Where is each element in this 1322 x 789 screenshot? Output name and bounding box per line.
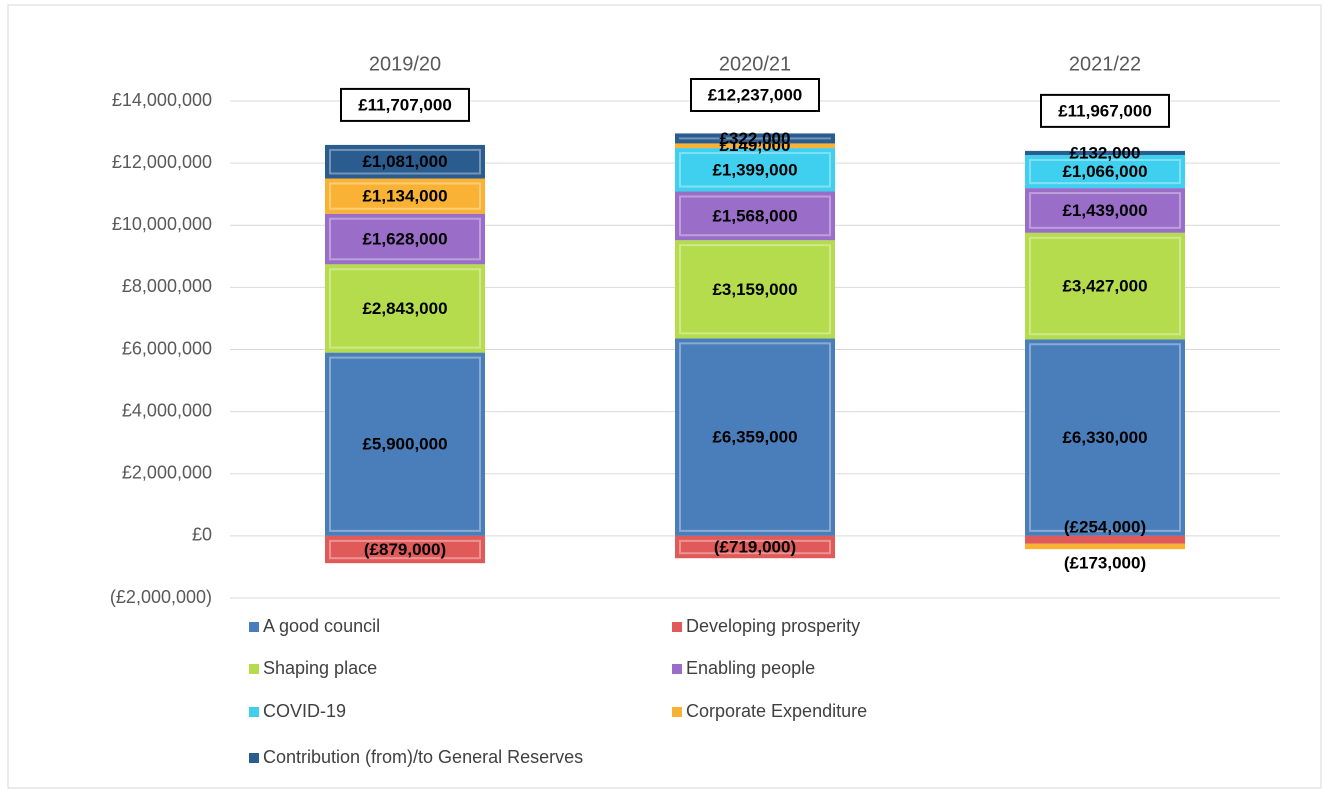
legend-label: A good council bbox=[263, 616, 380, 636]
value-label: £6,359,000 bbox=[712, 428, 797, 447]
y-tick-label: £14,000,000 bbox=[112, 90, 212, 110]
legend-label: Shaping place bbox=[263, 658, 377, 678]
value-label: £1,568,000 bbox=[712, 206, 797, 225]
bar-bevel bbox=[329, 148, 481, 175]
bar-bevel bbox=[1029, 343, 1181, 532]
bar-segment bbox=[675, 191, 835, 241]
bar-segment bbox=[1025, 535, 1185, 544]
y-tick-label: (£2,000,000) bbox=[110, 587, 212, 607]
bar-bevel bbox=[329, 539, 481, 560]
value-label: £322,000 bbox=[720, 129, 791, 148]
bar-bevel bbox=[329, 217, 481, 261]
value-label: (£173,000) bbox=[1064, 554, 1146, 573]
bar-bevel bbox=[1029, 192, 1181, 229]
legend-swatch bbox=[249, 664, 259, 674]
value-label: £2,843,000 bbox=[362, 299, 447, 318]
legend-label: Enabling people bbox=[686, 658, 815, 678]
total-box bbox=[1040, 93, 1170, 128]
bar-segment bbox=[325, 352, 485, 536]
bar-segment bbox=[675, 143, 835, 149]
total-label: £12,237,000 bbox=[708, 85, 803, 104]
bar-segment bbox=[1025, 543, 1185, 550]
value-label: £1,066,000 bbox=[1062, 162, 1147, 181]
legend-swatch bbox=[672, 622, 682, 632]
bar-segment bbox=[325, 264, 485, 353]
y-tick-label: £4,000,000 bbox=[122, 400, 212, 420]
legend-label: COVID-19 bbox=[263, 701, 346, 721]
legend-swatch bbox=[672, 664, 682, 674]
legend-label: Developing prosperity bbox=[686, 616, 860, 636]
bar-segment bbox=[675, 133, 835, 144]
legend-swatch bbox=[249, 753, 259, 763]
bar-bevel bbox=[329, 182, 481, 210]
legend-swatch bbox=[249, 622, 259, 632]
value-label: £132,000 bbox=[1070, 143, 1141, 162]
y-tick-label: £12,000,000 bbox=[112, 152, 212, 172]
bar-segment bbox=[325, 535, 485, 564]
total-label: £11,707,000 bbox=[358, 95, 452, 114]
y-tick-label: £10,000,000 bbox=[112, 214, 212, 234]
value-label: £1,439,000 bbox=[1062, 201, 1147, 220]
y-tick-label: £0 bbox=[192, 525, 212, 545]
total-box bbox=[690, 78, 820, 112]
legend-swatch bbox=[672, 707, 682, 717]
legend-label: Corporate Expenditure bbox=[686, 701, 867, 721]
category-label: 2020/21 bbox=[719, 53, 791, 75]
total-label: £11,967,000 bbox=[1058, 101, 1152, 120]
value-label: £3,159,000 bbox=[712, 280, 797, 299]
bar-bevel bbox=[679, 342, 831, 532]
bar-segment bbox=[675, 148, 835, 192]
category-label: 2021/22 bbox=[1069, 53, 1141, 75]
value-label: £6,330,000 bbox=[1062, 428, 1147, 447]
bar-bevel bbox=[679, 539, 831, 555]
y-tick-label: £8,000,000 bbox=[122, 276, 212, 296]
value-label: £1,399,000 bbox=[712, 160, 797, 179]
bar-segment bbox=[325, 178, 485, 214]
value-label: £1,628,000 bbox=[362, 229, 447, 248]
chart-frame bbox=[7, 4, 1322, 789]
bar-bevel bbox=[679, 152, 831, 188]
bar-segment bbox=[1025, 188, 1185, 233]
bar-bevel bbox=[329, 268, 481, 349]
value-label: £3,427,000 bbox=[1062, 277, 1147, 296]
bar-bevel bbox=[679, 244, 831, 335]
value-label: (£254,000) bbox=[1064, 517, 1146, 536]
total-box bbox=[340, 87, 470, 122]
bar-segment bbox=[675, 240, 835, 339]
bar-segment bbox=[675, 338, 835, 536]
value-label: (£879,000) bbox=[364, 540, 446, 559]
bar-segment bbox=[325, 213, 485, 265]
bar-segment bbox=[325, 144, 485, 179]
category-label: 2019/20 bbox=[369, 53, 441, 75]
bar-segment bbox=[1025, 154, 1185, 189]
y-tick-label: £2,000,000 bbox=[122, 463, 212, 483]
value-label: £5,900,000 bbox=[362, 435, 447, 454]
y-tick-label: £6,000,000 bbox=[122, 338, 212, 358]
bar-segment bbox=[1025, 339, 1185, 536]
legend-label: Contribution (from)/to General Reserves bbox=[263, 747, 583, 767]
bar-bevel bbox=[1029, 158, 1181, 185]
value-label: (£719,000) bbox=[714, 538, 796, 557]
bar-bevel bbox=[1029, 236, 1181, 336]
value-label: £1,134,000 bbox=[362, 187, 447, 206]
legend-swatch bbox=[249, 707, 259, 717]
bar-bevel bbox=[329, 356, 481, 532]
value-label: £1,081,000 bbox=[362, 152, 447, 171]
bar-bevel bbox=[679, 195, 831, 237]
bar-segment bbox=[675, 535, 835, 559]
bar-segment bbox=[1025, 150, 1185, 155]
bar-segment bbox=[1025, 232, 1185, 340]
